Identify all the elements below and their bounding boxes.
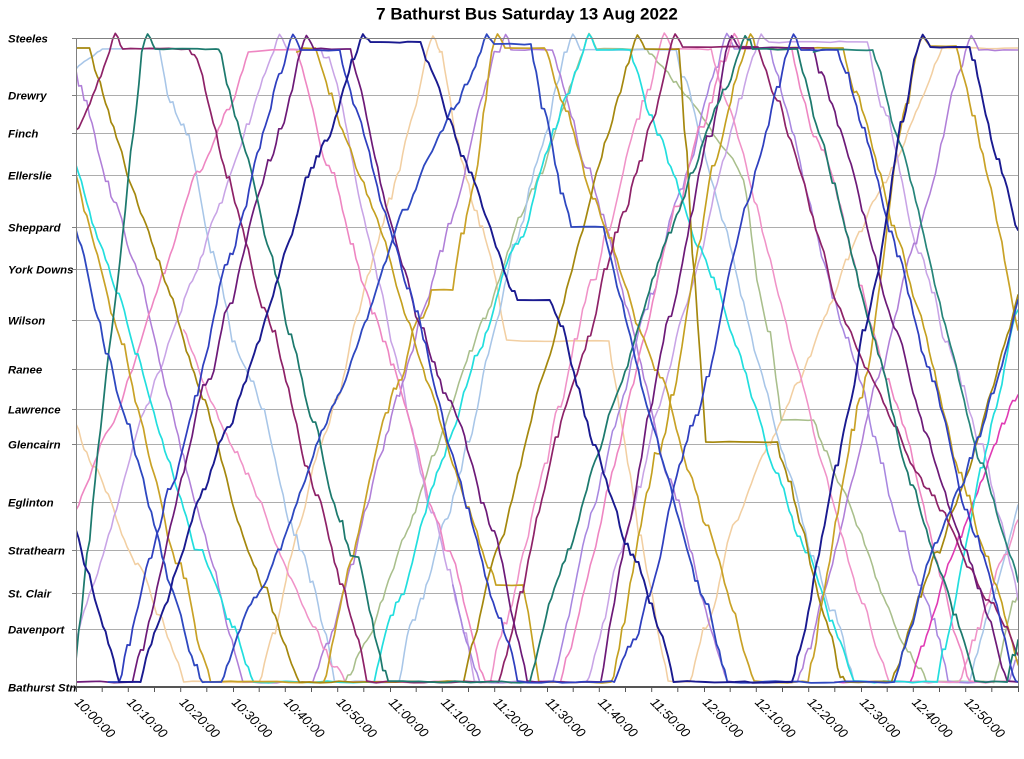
svg-text:Eglinton: Eglinton [8, 498, 54, 510]
svg-text:St. Clair: St. Clair [8, 589, 52, 601]
svg-text:Ranee: Ranee [8, 365, 43, 377]
svg-text:Sheppard: Sheppard [8, 223, 62, 235]
svg-text:Wilson: Wilson [8, 316, 45, 328]
svg-text:Strathearn: Strathearn [8, 546, 65, 558]
svg-text:Steeles: Steeles [8, 34, 48, 46]
svg-text:Drewry: Drewry [8, 91, 47, 103]
svg-text:Glencairn: Glencairn [8, 440, 61, 452]
svg-text:Finch: Finch [8, 129, 38, 141]
svg-text:Davenport: Davenport [8, 625, 66, 637]
svg-text:7 Bathurst Bus Saturday 13 Aug: 7 Bathurst Bus Saturday 13 Aug 2022 [376, 5, 678, 24]
svg-text:Lawrence: Lawrence [8, 405, 61, 417]
svg-text:York Downs: York Downs [8, 265, 73, 277]
svg-text:Ellerslie: Ellerslie [8, 171, 52, 183]
svg-text:Bathurst Stn: Bathurst Stn [8, 683, 76, 695]
